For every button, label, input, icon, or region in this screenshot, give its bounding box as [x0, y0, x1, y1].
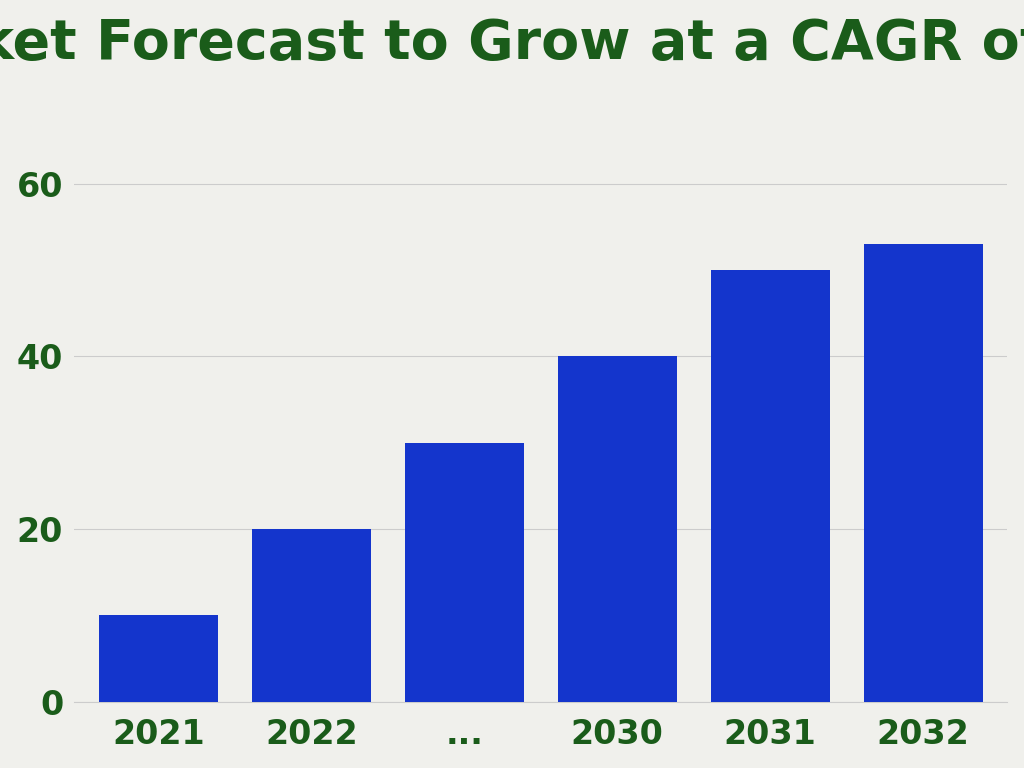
Bar	[711, 270, 829, 702]
Bar	[404, 443, 524, 702]
Bar	[558, 356, 677, 702]
Bar	[252, 529, 371, 702]
Bar	[863, 244, 983, 702]
Title: Market Forecast to Grow at a CAGR of X.X%: Market Forecast to Grow at a CAGR of X.X…	[0, 17, 1024, 71]
Bar	[98, 615, 218, 702]
